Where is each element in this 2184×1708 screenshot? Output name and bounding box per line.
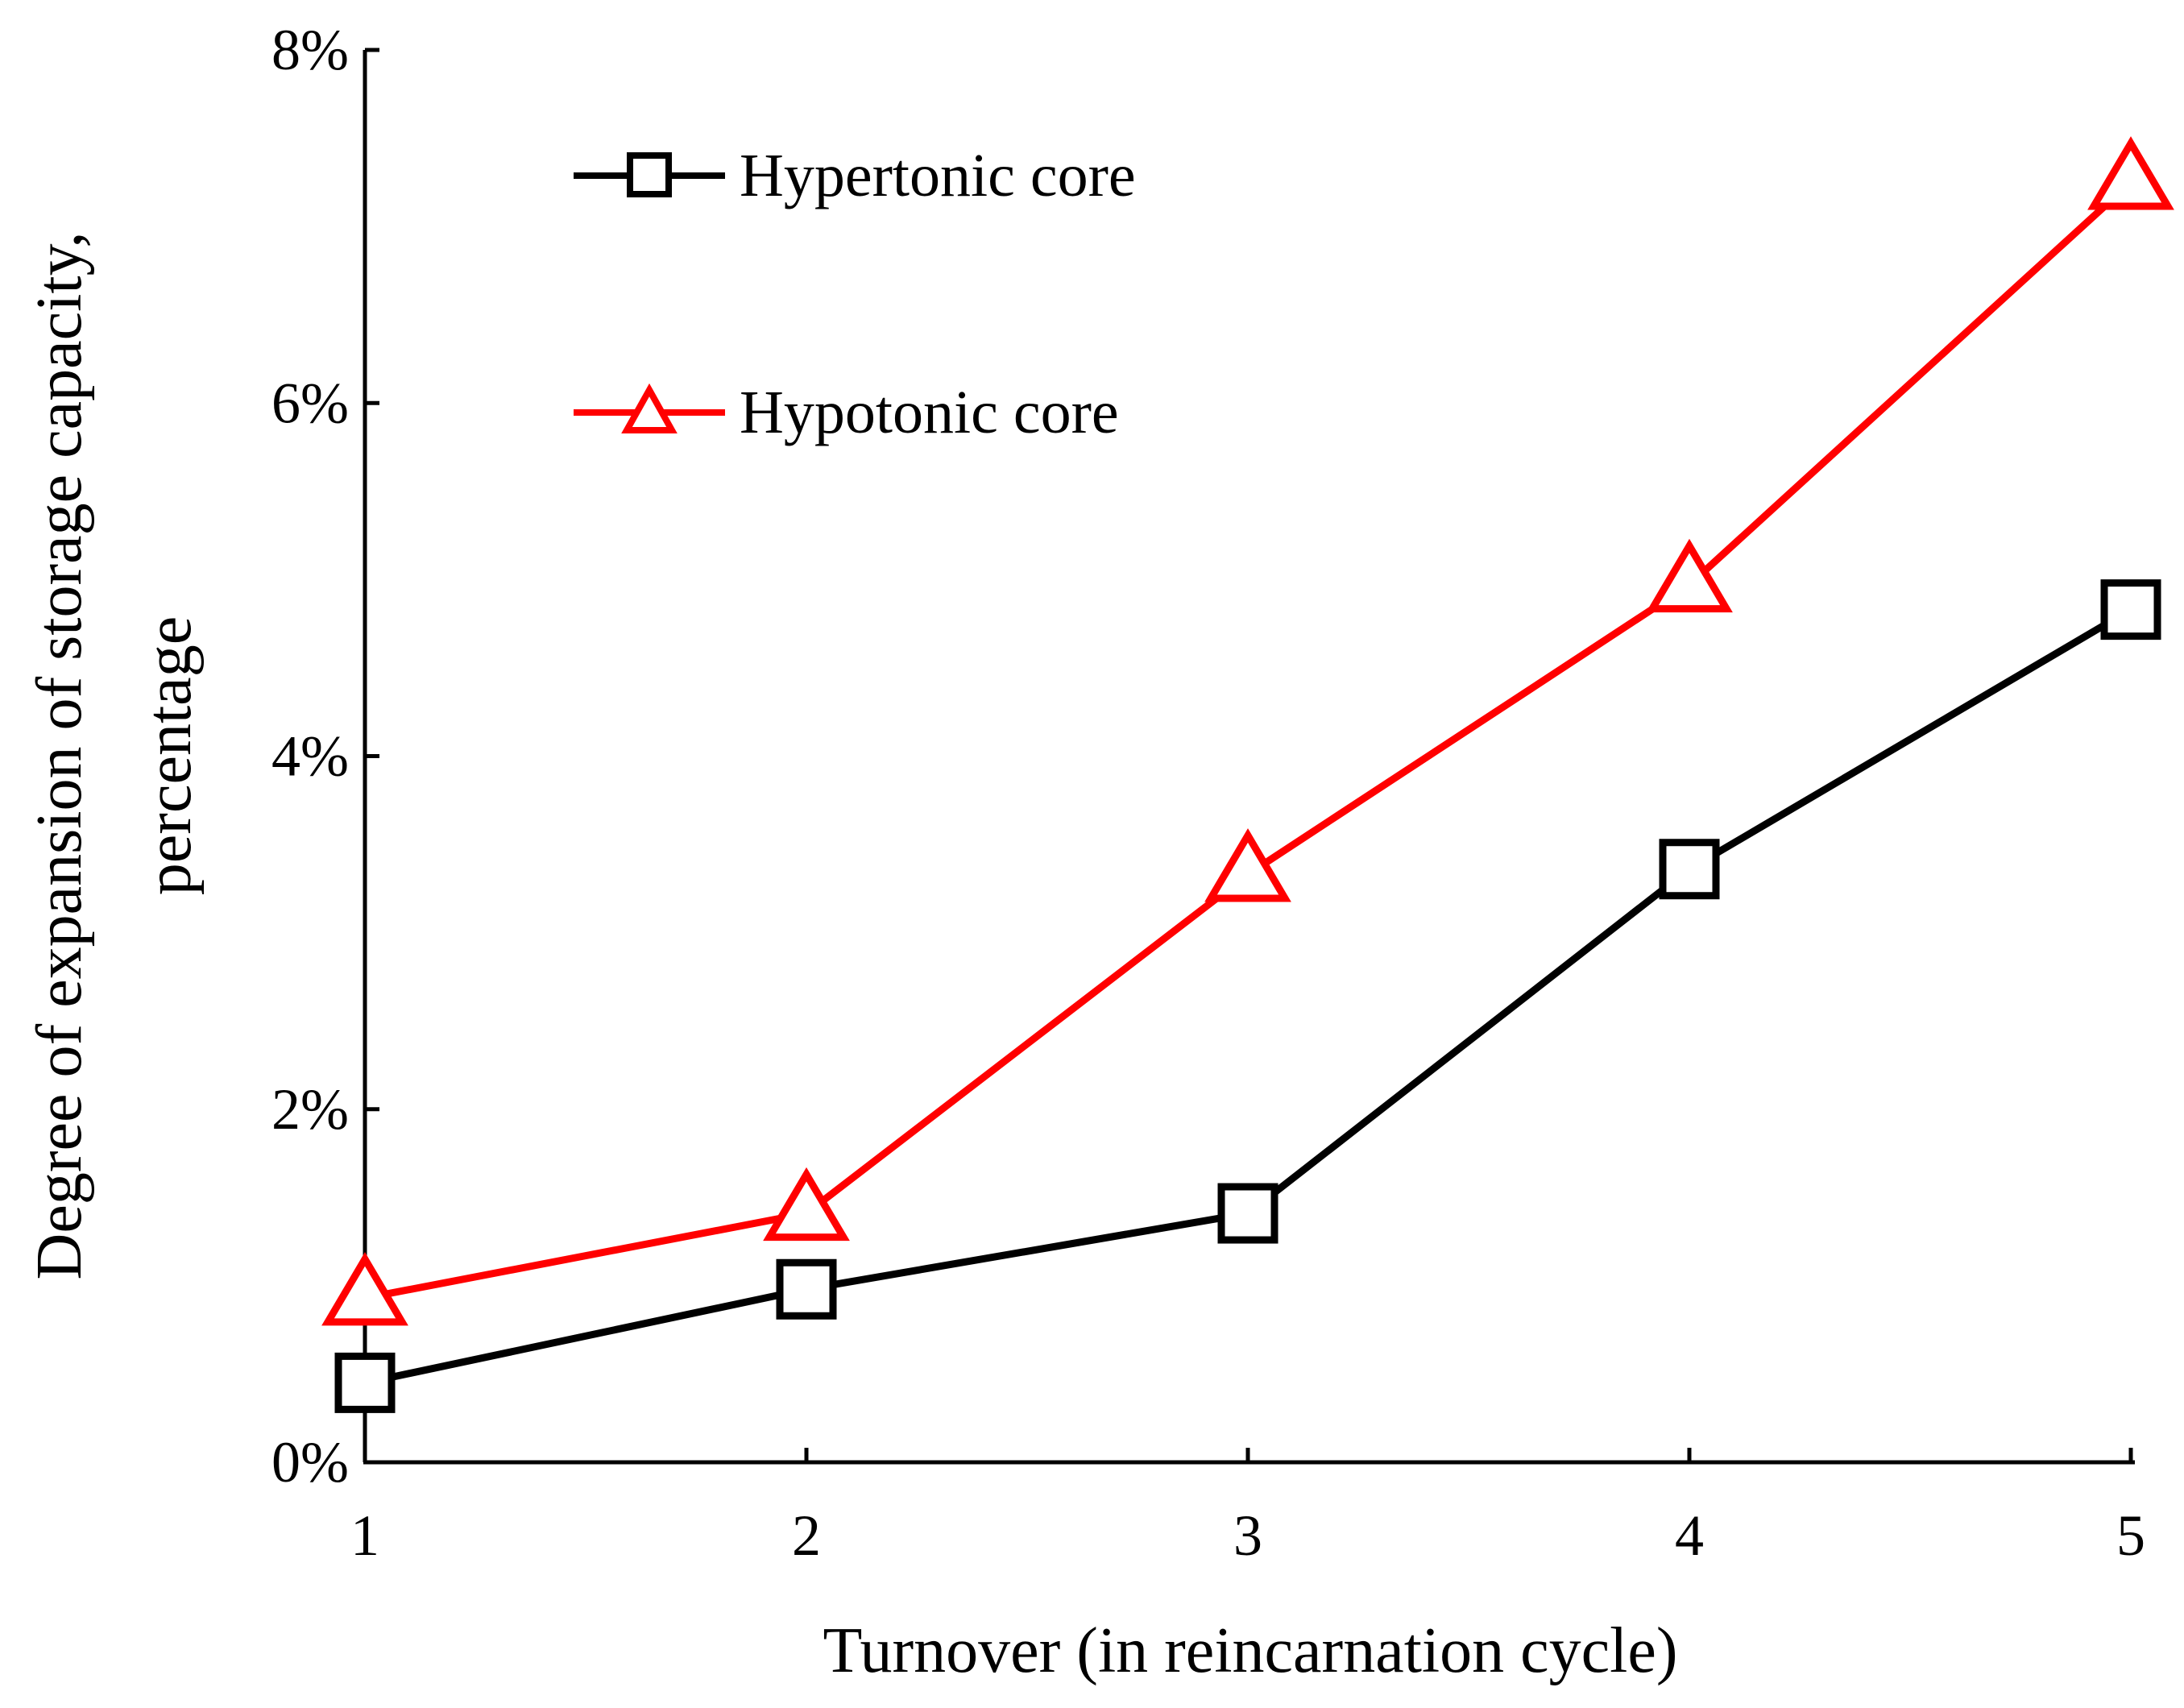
data-point-triangle <box>763 1167 850 1242</box>
series-line <box>364 180 2134 1302</box>
legend: Hypertonic core Hypotonic core <box>574 142 1136 446</box>
y-tick-label: 6% <box>271 371 349 435</box>
x-tick-label: 5 <box>2116 1503 2145 1568</box>
data-point-triangle <box>1204 828 1291 902</box>
series-hypotonic <box>321 136 2174 1326</box>
y-tick-label: 8% <box>271 18 349 82</box>
x-tick-label: 3 <box>1233 1503 1262 1568</box>
x-axis-title: Turnover (in reincarnation cycle) <box>823 1615 1677 1686</box>
data-point-triangle <box>2087 136 2174 210</box>
series-line <box>364 606 2133 1387</box>
ticks: 0% 2% 4% 6% 8% 1 2 3 4 5 <box>271 18 2145 1568</box>
y-tick-label: 0% <box>271 1430 349 1494</box>
data-point-square <box>1659 839 1720 900</box>
y-axis-title-line-2: percentage <box>134 616 205 895</box>
x-tick-label: 4 <box>1675 1503 1704 1568</box>
y-tick-label: 2% <box>271 1077 349 1142</box>
legend-label-hypotonic: Hypotonic core <box>740 379 1119 446</box>
legend-square-marker <box>627 152 672 197</box>
legend-item-hypotonic: Hypotonic core <box>574 379 1119 446</box>
y-axis-title-line-1: Degree of expansion of storage capacity, <box>24 232 95 1280</box>
series-hypertonic <box>334 579 2161 1413</box>
legend-item-hypertonic: Hypertonic core <box>574 142 1136 209</box>
data-point-square <box>2100 579 2161 640</box>
legend-label-hypertonic: Hypertonic core <box>740 142 1136 209</box>
legend-triangle-marker <box>621 383 678 433</box>
data-point-square <box>1217 1183 1278 1244</box>
data-point-square <box>334 1352 396 1413</box>
y-tick-label: 4% <box>271 724 349 789</box>
x-tick-label: 2 <box>792 1503 821 1568</box>
data-point-triangle <box>321 1251 408 1326</box>
x-tick-label: 1 <box>350 1503 379 1568</box>
data-point-triangle <box>1646 538 1733 613</box>
series <box>321 136 2174 1413</box>
data-point-square <box>776 1258 837 1320</box>
